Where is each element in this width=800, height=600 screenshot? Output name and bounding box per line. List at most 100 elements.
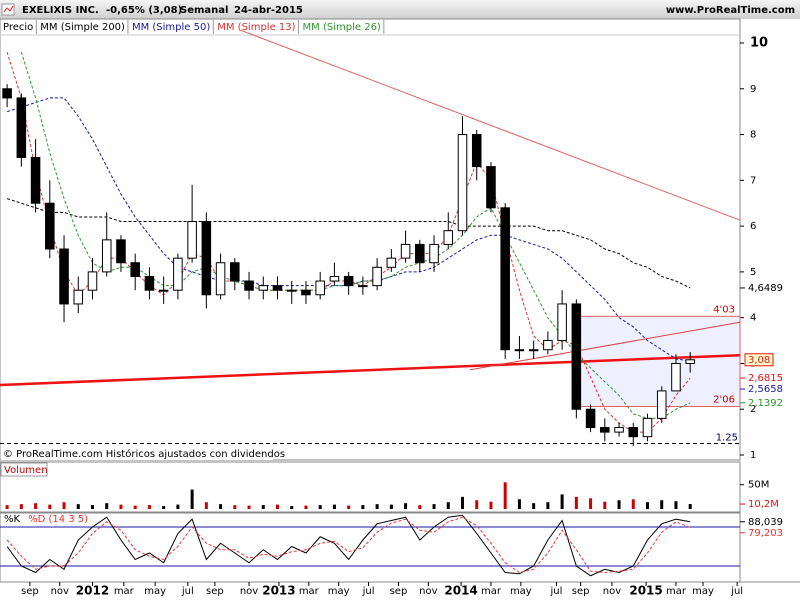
candle-body: [87, 271, 98, 291]
volume-bar: [361, 505, 365, 509]
trend-line: [240, 29, 741, 221]
legend-entry: MM (Simple 13): [217, 22, 295, 33]
legend-entry: Precio: [3, 22, 33, 33]
panel-title: %K: [4, 514, 21, 525]
panel-title-bg: [0, 462, 48, 477]
panel-title: Volumen: [4, 465, 48, 476]
candle-body: [187, 221, 197, 259]
candle-body: [528, 349, 539, 352]
candle-body: [514, 349, 525, 352]
x-tick-label: 2013: [262, 584, 295, 598]
right-label: 2,5658: [748, 384, 783, 395]
symbol: EXELIXIS INC.: [22, 5, 99, 16]
candle-body: [415, 243, 425, 264]
candle-body: [116, 239, 126, 264]
volume-bar: [247, 505, 251, 509]
volume-bar: [418, 505, 422, 509]
candle-body: [543, 340, 553, 351]
volume-bar: [204, 502, 208, 509]
volume-bar: [190, 489, 194, 509]
volume-bar: [489, 501, 493, 509]
y-tick-label: 7: [750, 175, 756, 186]
candle-body: [671, 362, 681, 392]
y-tick-label: 10: [750, 36, 768, 51]
volume-bar: [76, 504, 80, 509]
volume-bar: [48, 504, 52, 509]
support-label: 1.25: [716, 433, 738, 444]
x-tick-label: jul: [549, 586, 562, 597]
x-tick-label: may: [692, 586, 714, 597]
volume-bar: [674, 501, 678, 509]
candle-body: [286, 289, 297, 292]
candle-body: [315, 280, 325, 296]
header-bar: [0, 0, 800, 19]
y-tick-label: 50M: [748, 480, 769, 491]
candle-body: [343, 275, 354, 287]
candle-body: [2, 88, 12, 99]
volume-bar: [617, 500, 621, 509]
candle-body: [329, 275, 340, 282]
x-tick-label: sep: [206, 586, 224, 597]
right-label: 2,6815: [748, 373, 783, 384]
candle-body: [158, 289, 169, 292]
volume-bar: [304, 505, 308, 509]
x-tick-label: 2012: [76, 584, 109, 598]
right-label: 10,2M: [748, 499, 779, 510]
volume-bar: [532, 503, 536, 509]
box-label: 4'03: [713, 304, 735, 315]
candle-body: [642, 417, 653, 438]
x-tick-label: may: [510, 586, 532, 597]
candle-body: [457, 134, 468, 232]
x-tick-label: 2014: [444, 584, 477, 598]
right-label: 79,203: [748, 528, 783, 539]
candle-body: [258, 285, 269, 291]
panel-title: %D (14 3 5): [28, 514, 88, 525]
candle-body: [443, 230, 454, 245]
x-tick-label: mar: [666, 586, 687, 597]
y-tick-label: 8: [750, 130, 756, 141]
volume-bar: [176, 504, 180, 509]
candle-body: [130, 262, 140, 277]
change: -0,65% (3,08): [106, 5, 182, 16]
volume-bar: [589, 498, 593, 509]
volume-bar: [432, 504, 436, 509]
candle-body: [571, 303, 582, 410]
candle-body: [230, 262, 240, 282]
x-tick-label: sep: [390, 586, 408, 597]
volume-bar: [461, 496, 464, 509]
right-label: 3,08: [748, 355, 770, 366]
legend-entry: MM (Simple 200): [40, 22, 125, 33]
volume-bar: [5, 505, 9, 509]
volume-panel: [0, 461, 741, 513]
y-tick-label: 1: [750, 450, 756, 461]
volume-bar: [574, 496, 578, 509]
candle-body: [215, 262, 226, 296]
volume-bar: [517, 499, 521, 509]
x-tick-label: sep: [572, 586, 590, 597]
x-tick-label: sep: [21, 586, 39, 597]
candle-body: [272, 285, 283, 291]
x-tick-label: may: [144, 586, 166, 597]
volume-bar: [347, 505, 351, 509]
candle-body: [244, 280, 254, 291]
candle-body: [486, 166, 496, 209]
x-tick-label: mar: [481, 586, 502, 597]
x-tick-label: nov: [603, 586, 621, 597]
volume-bar: [119, 504, 123, 509]
candle-body: [386, 257, 397, 268]
volume-bar: [133, 505, 137, 509]
candle-body: [471, 134, 482, 168]
volume-bar: [105, 503, 109, 509]
candle-body: [59, 248, 69, 305]
y-tick-label: 6: [750, 221, 756, 232]
trend-line: [0, 353, 741, 387]
price-panel: [0, 18, 741, 461]
right-label: 88,039: [748, 517, 783, 528]
volume-bar: [276, 504, 279, 509]
x-tick-label: jul: [181, 586, 194, 597]
candle-body: [45, 202, 55, 250]
candle-body: [30, 156, 41, 204]
volume-bar: [34, 503, 38, 509]
candle-body: [628, 427, 639, 438]
